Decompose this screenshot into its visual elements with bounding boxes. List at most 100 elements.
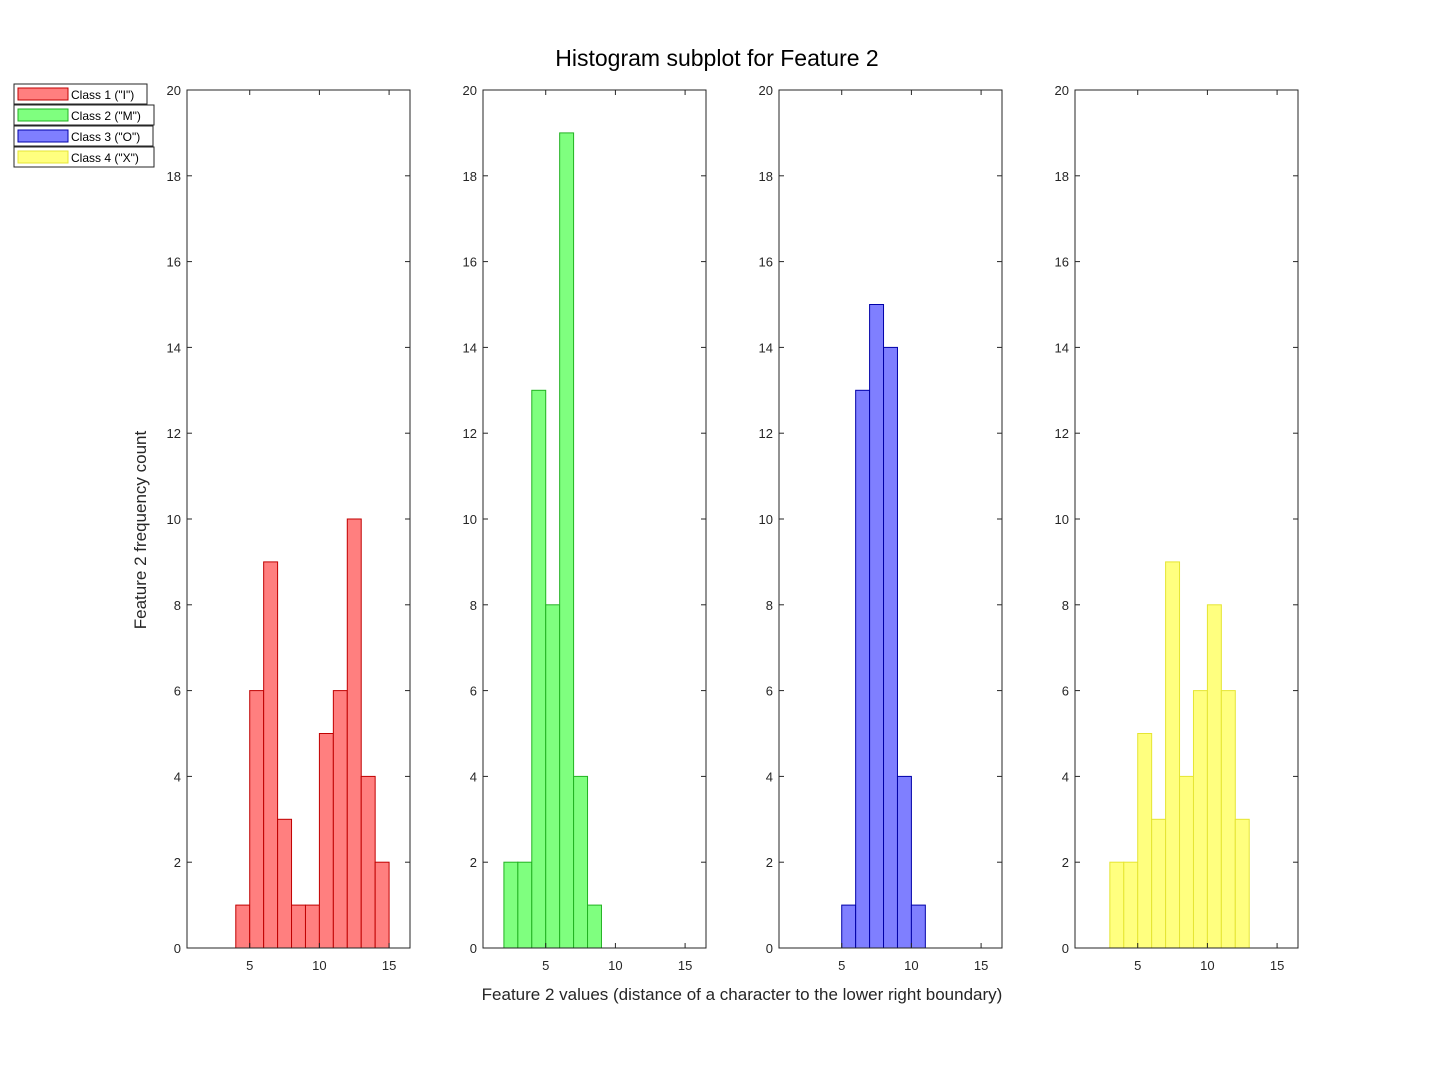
legend-swatch [17, 108, 69, 122]
histogram-bar [291, 904, 306, 949]
y-tick-label: 20 [463, 83, 477, 98]
y-tick-label: 6 [174, 684, 181, 699]
y-tick-label: 20 [1055, 83, 1069, 98]
histogram-bar [869, 304, 885, 949]
y-tick-label: 18 [1055, 169, 1069, 184]
legend-entry: Class 4 ("X") [13, 146, 155, 168]
y-tick-label: 18 [167, 169, 181, 184]
y-tick-label: 2 [174, 855, 181, 870]
y-tick-label: 10 [167, 512, 181, 527]
y-tick-label: 14 [167, 340, 181, 355]
histogram-bar [1151, 818, 1167, 949]
legend-label: Class 1 ("I") [71, 88, 134, 102]
y-axis-label: Feature 2 frequency count [131, 431, 150, 630]
y-tick-label: 12 [167, 426, 181, 441]
chart-title: Histogram subplot for Feature 2 [555, 45, 878, 71]
histogram-bar [841, 904, 857, 949]
subplot-1: 0 2 4 6 8 10 12 14 16 18 20 5 10 15 [167, 83, 411, 973]
y-tick-label: 8 [174, 598, 181, 613]
legend-swatch [17, 87, 69, 101]
y-tick-label: 14 [1055, 340, 1069, 355]
y-tick-label: 4 [766, 769, 773, 784]
legend-label: Class 3 ("O") [71, 130, 140, 144]
y-tick-label: 4 [174, 769, 181, 784]
y-tick-label: 6 [766, 684, 773, 699]
histogram-bar [545, 604, 561, 949]
y-tick-label: 2 [470, 855, 477, 870]
histogram-bar [235, 904, 251, 949]
y-tick-label: 0 [470, 941, 477, 956]
histogram-bar [1220, 690, 1236, 949]
y-tick-label: 8 [1062, 598, 1069, 613]
y-tick-label: 14 [463, 340, 477, 355]
y-tick-label: 12 [1055, 426, 1069, 441]
histogram-bar [1192, 690, 1208, 949]
y-tick-label: 20 [167, 83, 181, 98]
y-tick-label: 10 [463, 512, 477, 527]
histogram-bar [1109, 861, 1125, 949]
axes-box [482, 89, 707, 949]
y-tick-label: 8 [766, 598, 773, 613]
histogram-bar [249, 690, 265, 949]
legend: Class 1 ("I") Class 2 ("M") Class 3 ("O") C… [13, 83, 155, 168]
histogram-bar [517, 861, 533, 949]
y-tick-label: 18 [759, 169, 773, 184]
subplot-2: 0 2 4 6 8 10 12 14 16 18 20 5 10 15 [463, 83, 707, 973]
histogram-bar [573, 775, 589, 949]
y-tick-label: 2 [1062, 855, 1069, 870]
x-tick-label: 10 [1200, 958, 1214, 973]
subplot-3: 0 2 4 6 8 10 12 14 16 18 20 5 10 15 [759, 83, 1003, 973]
histogram-bar [531, 389, 547, 949]
y-tick-label: 16 [1055, 255, 1069, 270]
y-tick-label: 8 [470, 598, 477, 613]
x-tick-label: 5 [838, 958, 845, 973]
histogram-bar [304, 904, 320, 949]
x-tick-label: 10 [904, 958, 918, 973]
histogram-bar [559, 132, 575, 949]
histogram-bar [1123, 861, 1139, 949]
histogram-bar [587, 904, 602, 949]
y-tick-label: 6 [470, 684, 477, 699]
x-tick-label: 15 [678, 958, 692, 973]
y-tick-label: 20 [759, 83, 773, 98]
x-tick-label: 10 [608, 958, 622, 973]
y-tick-label: 10 [759, 512, 773, 527]
legend-label: Class 4 ("X") [71, 151, 139, 165]
histogram-bar [883, 346, 898, 949]
histogram-bar [1165, 561, 1181, 949]
x-tick-label: 15 [382, 958, 396, 973]
histogram-bar [318, 733, 334, 949]
histogram-bar [1179, 775, 1194, 949]
subplot-4: 0 2 4 6 8 10 12 14 16 18 20 5 10 15 [1055, 83, 1299, 973]
x-axis-label: Feature 2 values (distance of a characte… [482, 985, 1003, 1004]
histogram-bar [346, 518, 362, 949]
x-tick-label: 15 [974, 958, 988, 973]
axes-box [186, 89, 411, 949]
x-tick-label: 5 [542, 958, 549, 973]
histogram-bar [332, 690, 348, 949]
legend-entry: Class 1 ("I") [13, 83, 148, 105]
legend-entry: Class 2 ("M") [13, 104, 155, 126]
x-tick-label: 5 [246, 958, 253, 973]
x-tick-label: 5 [1134, 958, 1141, 973]
histogram-bar [896, 775, 912, 949]
histogram-bar [910, 904, 926, 949]
histogram-bar [1206, 604, 1222, 949]
y-tick-label: 10 [1055, 512, 1069, 527]
histogram-bar [855, 389, 871, 949]
y-tick-label: 16 [167, 255, 181, 270]
y-tick-label: 16 [463, 255, 477, 270]
x-tick-label: 10 [312, 958, 326, 973]
histogram-bar [360, 775, 376, 949]
y-tick-label: 0 [766, 941, 773, 956]
y-tick-label: 16 [759, 255, 773, 270]
y-tick-label: 0 [174, 941, 181, 956]
y-tick-label: 14 [759, 340, 773, 355]
legend-label: Class 2 ("M") [71, 109, 141, 123]
histogram-bar [374, 861, 390, 949]
legend-swatch [17, 129, 69, 143]
y-tick-label: 12 [463, 426, 477, 441]
x-tick-label: 15 [1270, 958, 1284, 973]
